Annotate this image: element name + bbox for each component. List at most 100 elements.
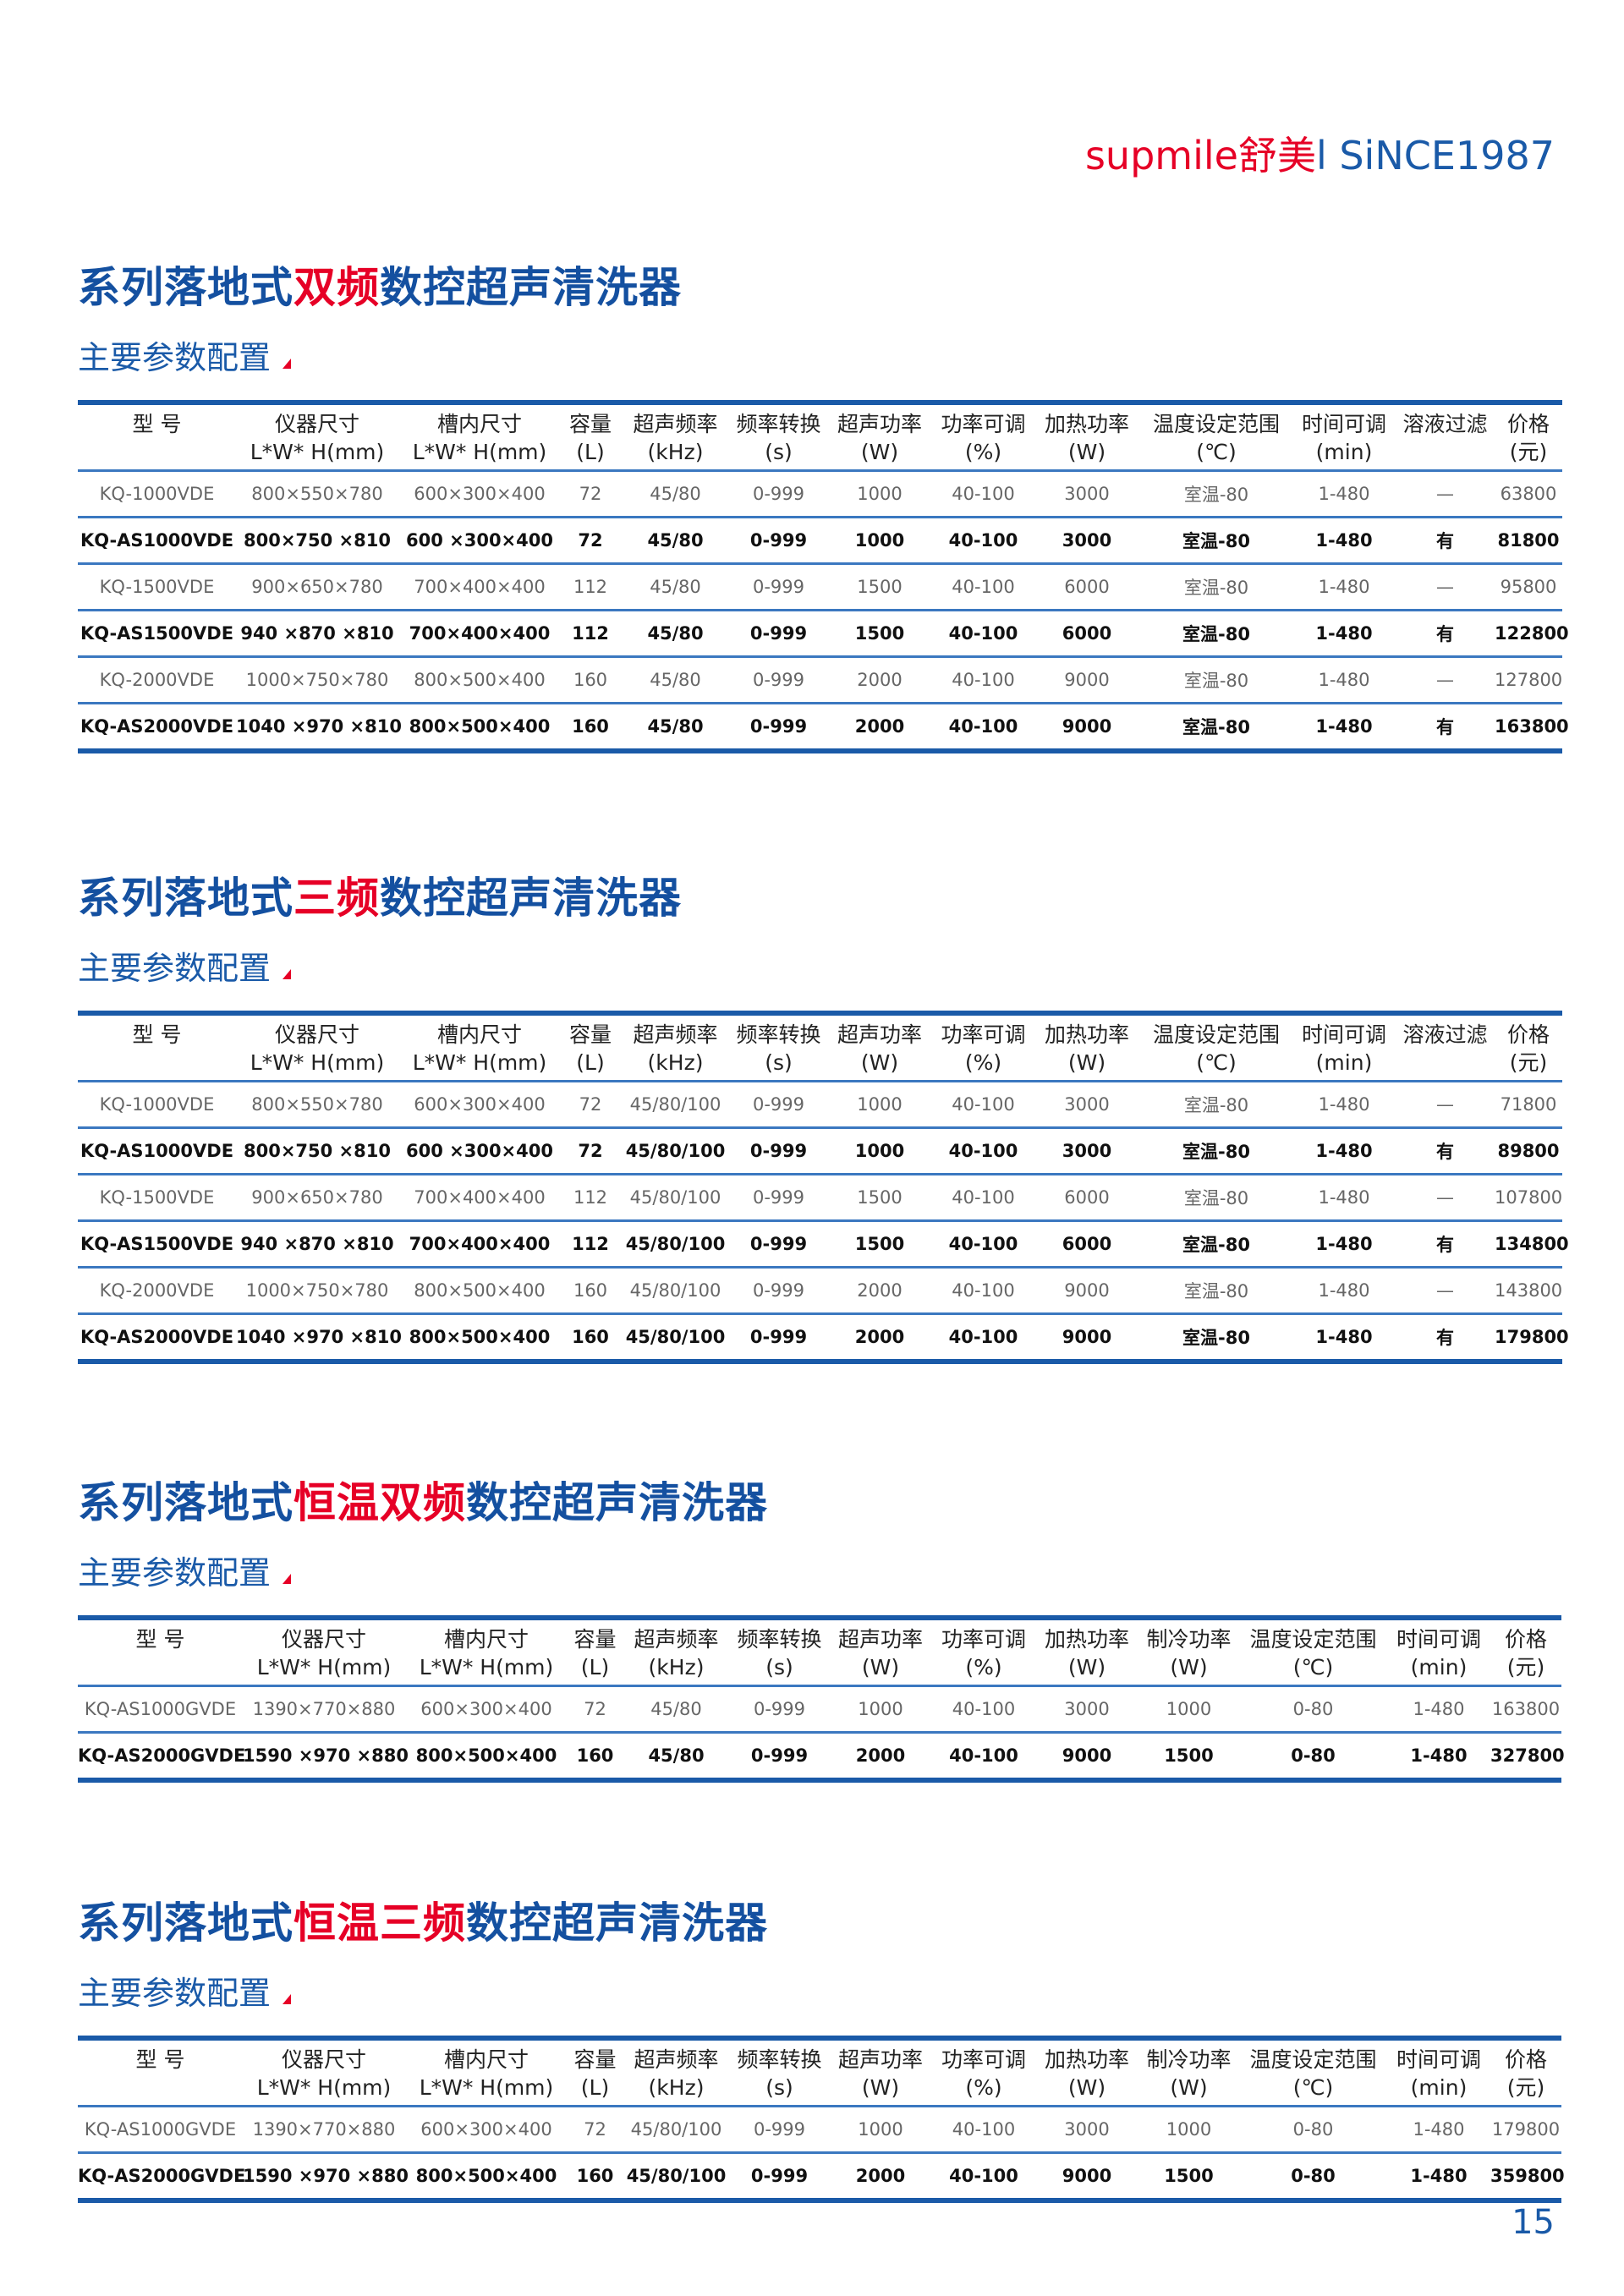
section-subtitle: 主要参数配置: [78, 332, 1561, 378]
column-header: 容量 (L): [568, 1618, 623, 1687]
table-cell: 800×500×400: [398, 655, 561, 704]
column-header-label: 功率可调: [941, 1022, 1026, 1047]
table-cell: 81800: [1495, 516, 1562, 564]
column-header-label: 加热功率: [1044, 1627, 1129, 1652]
column-header-unit: [1396, 438, 1495, 466]
table-cell: —: [1396, 562, 1495, 611]
column-header-label: 超声频率: [633, 412, 718, 436]
column-header: 制冷功率 (W): [1138, 1618, 1239, 1687]
table-cell: 1-480: [1292, 609, 1396, 657]
triangle-marker-icon: [283, 1574, 292, 1584]
table-cell: 6000: [1034, 609, 1140, 657]
column-header: 加热功率 (W): [1035, 1618, 1138, 1687]
column-header: 超声功率 (W): [829, 1618, 932, 1687]
section-subtitle: 主要参数配置: [78, 1547, 1561, 1593]
column-header-unit: (W): [861, 2075, 900, 2100]
table-cell: 0-999: [731, 1126, 826, 1175]
column-header: 时间可调 (min): [1387, 1618, 1490, 1687]
table-cell: 有: [1396, 1219, 1495, 1268]
table-cell: 9000: [1034, 1266, 1140, 1314]
table-cell: 700×400×400: [398, 1219, 561, 1268]
column-header-label: 型 号: [135, 2047, 185, 2072]
table-cell: 40-100: [932, 1731, 1035, 1780]
column-header: 超声功率 (W): [826, 1013, 933, 1082]
table-row: KQ-AS1000GVDE 1390×770×880 600×300×400 72 45…: [78, 1686, 1561, 1733]
table-cell: 1000: [826, 516, 933, 564]
column-header-label: 型 号: [135, 1627, 185, 1652]
column-header-label: 价格: [1506, 1022, 1550, 1047]
table-cell: 3000: [1064, 1699, 1110, 1719]
title-prefix: 系列落地式: [78, 874, 294, 923]
column-header-label: 超声功率: [837, 2047, 923, 2072]
column-header-label: 功率可调: [941, 1627, 1026, 1652]
title-prefix: 系列落地式: [78, 1899, 294, 1948]
spec-table: 型 号 仪器尺寸 L*W* H(mm) 槽内尺寸 L*W* H(mm) 容量 (L) 超声频率…: [78, 2036, 1565, 2203]
table-cell: 有: [1396, 516, 1495, 564]
table-cell: 0-999: [731, 1173, 826, 1221]
table-row: KQ-AS1500VDE 940 ×870 ×810 700×400×400 112 4…: [78, 609, 1569, 657]
column-header: 价格 (元): [1495, 403, 1562, 472]
table-cell: 有: [1396, 1126, 1495, 1175]
column-header-label: 频率转换: [736, 412, 821, 436]
table-cell: 800×500×400: [405, 1731, 568, 1780]
table-row: KQ-1000VDE 800×550×780 600×300×400 72 45/80 0…: [78, 471, 1562, 518]
table-cell: 600×300×400: [420, 1699, 552, 1719]
table-cell: 327800: [1490, 1731, 1565, 1780]
table-cell: 72: [579, 484, 602, 504]
column-header: 超声功率 (W): [826, 403, 933, 472]
table-cell: 9000: [1034, 655, 1140, 704]
column-header-unit: [78, 1049, 236, 1077]
table-cell: 45/80: [650, 484, 701, 504]
column-header: 仪器尺寸 L*W* H(mm): [236, 403, 398, 472]
column-header: 溶液过滤: [1396, 403, 1495, 472]
column-header-label: 容量: [573, 2047, 617, 2072]
table-cell: 160: [561, 702, 620, 751]
table-cell: 室温-80: [1140, 1126, 1292, 1175]
column-header-unit: (元): [1509, 440, 1548, 464]
table-cell: 1000: [858, 2119, 903, 2140]
table-cell: 72: [561, 516, 620, 564]
table-cell: 2000: [829, 2151, 932, 2200]
table-cell: KQ-AS1500VDE: [78, 1219, 236, 1268]
subtitle-text: 主要参数配置: [78, 950, 272, 987]
table-cell: KQ-1500VDE: [78, 562, 236, 611]
table-row: KQ-AS1500VDE 940 ×870 ×810 700×400×400 112 4…: [78, 1219, 1569, 1268]
column-header-label: 槽内尺寸: [443, 2047, 529, 2072]
section-title: 系列落地式恒温三频数控超声清洗器: [78, 1889, 1561, 1950]
column-header: 加热功率 (W): [1035, 2038, 1138, 2107]
column-header-unit: (元): [1506, 1655, 1545, 1680]
table-cell: 1000×750×780: [236, 1266, 398, 1314]
table-cell: 143800: [1495, 1266, 1562, 1314]
table-cell: 45/80/100: [620, 1312, 731, 1362]
table-cell: 40-100: [933, 655, 1034, 704]
column-header: 温度设定范围 (℃): [1239, 1618, 1387, 1687]
table-cell: 0-80: [1292, 1699, 1334, 1719]
table-cell: 室温-80: [1140, 562, 1292, 611]
table-cell: 40-100: [933, 609, 1034, 657]
column-header-unit: (%): [965, 2075, 1002, 2100]
column-header: 价格 (元): [1490, 1618, 1561, 1687]
table-cell: 0-80: [1292, 2119, 1334, 2140]
spec-table: 型 号 仪器尺寸 L*W* H(mm) 槽内尺寸 L*W* H(mm) 容量 (L) 超声频率…: [78, 1615, 1565, 1783]
spec-section: 系列落地式三频数控超声清洗器 主要参数配置型 号仪器尺寸 L*W* H(mm) 槽内尺…: [78, 864, 1569, 1364]
table-cell: 163800: [1495, 702, 1569, 751]
column-header: 型 号: [78, 2038, 243, 2107]
column-header-unit: L*W* H(mm): [256, 2075, 392, 2100]
section-title: 系列落地式恒温双频数控超声清洗器: [78, 1469, 1561, 1530]
column-header-unit: (s): [765, 1050, 793, 1075]
table-cell: 2000: [826, 1266, 933, 1314]
column-header-unit: (s): [765, 440, 793, 464]
column-header-label: 制冷功率: [1146, 2047, 1232, 2072]
column-header-unit: (W): [860, 440, 899, 464]
table-cell: 1-480: [1292, 702, 1396, 751]
table-cell: 1500: [826, 609, 933, 657]
table-cell: 3000: [1034, 516, 1140, 564]
table-cell: 40-100: [952, 1094, 1015, 1115]
column-header: 频率转换 (s): [731, 403, 826, 472]
section-title: 系列落地式双频数控超声清洗器: [78, 254, 1561, 315]
column-header-unit: (min): [1410, 1655, 1468, 1680]
column-header-unit: [1396, 1049, 1495, 1077]
table-cell: 940 ×870 ×810: [236, 609, 398, 657]
table-cell: 0-999: [731, 1266, 826, 1314]
title-suffix: 数控超声清洗器: [466, 1899, 768, 1948]
